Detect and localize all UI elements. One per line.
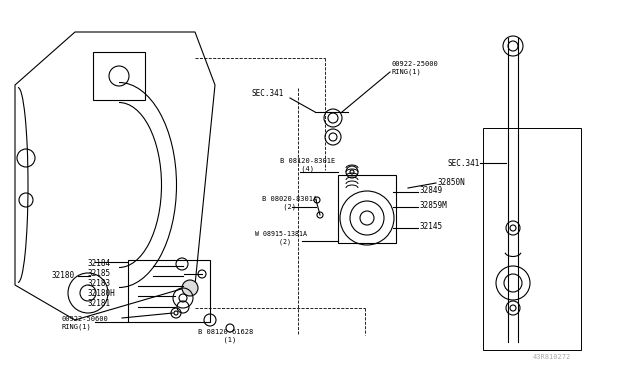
Bar (338, 175, 396, 243)
Bar (128, 260, 210, 322)
Circle shape (182, 280, 198, 296)
Text: 32181: 32181 (88, 299, 111, 308)
Text: 32180: 32180 (52, 272, 75, 280)
Text: W 08915-1381A
      (2): W 08915-1381A (2) (255, 231, 307, 245)
Bar (93, 52, 145, 100)
Text: SEC.341: SEC.341 (448, 158, 481, 167)
Text: 32849: 32849 (420, 186, 443, 195)
Text: 32850N: 32850N (438, 177, 466, 186)
Text: 32145: 32145 (420, 221, 443, 231)
Text: 32859M: 32859M (420, 201, 448, 209)
Text: B 08120-61628
      (1): B 08120-61628 (1) (198, 329, 253, 343)
Text: 32185: 32185 (88, 269, 111, 278)
Text: 32180H: 32180H (88, 289, 116, 298)
Text: 32183: 32183 (88, 279, 111, 288)
Text: B 08020-8301A
     (2): B 08020-8301A (2) (262, 196, 317, 210)
Text: 00922-25000
RING(1): 00922-25000 RING(1) (392, 61, 439, 75)
Bar (483, 128, 581, 350)
Text: 43R810272: 43R810272 (533, 354, 572, 360)
Text: 00922-50600
RING(1): 00922-50600 RING(1) (62, 316, 109, 330)
Text: 32184: 32184 (88, 259, 111, 267)
Text: B 08120-8301E
     (4): B 08120-8301E (4) (280, 158, 335, 172)
Text: SEC.341: SEC.341 (252, 89, 284, 97)
